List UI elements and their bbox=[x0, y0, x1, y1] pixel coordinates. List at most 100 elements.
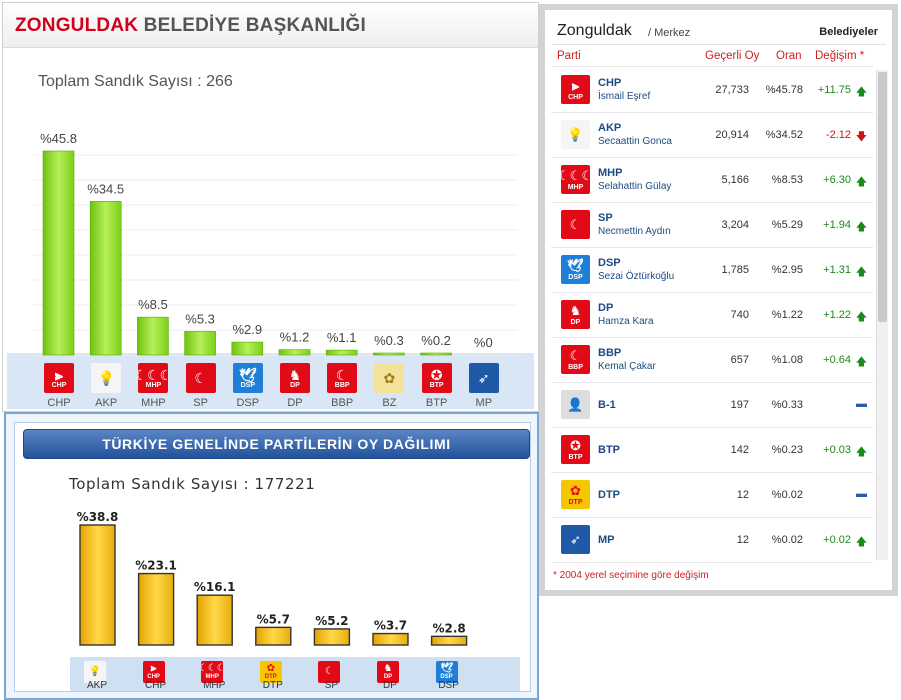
bar-chp bbox=[42, 150, 75, 356]
results-list[interactable]: ⫸ CHP CHP İsmail Eşref 27,733 %45.78 +11.75 🡅 💡 A… bbox=[551, 66, 873, 563]
national-chp-six-arrows-icon: ⫸ CHP bbox=[142, 661, 165, 683]
bar-label-dsp: %2.8 bbox=[432, 621, 465, 635]
local-bar-chart: %45.8 %34.5 %8.5 %5.3 %2.9 %1.2 %1.1 %0.3 %0.2 %0 bbox=[33, 131, 518, 356]
category-label-chp: CHP bbox=[47, 397, 71, 409]
valid-votes: 12 bbox=[736, 489, 749, 501]
results-table-body: Zonguldak / Merkez Belediyeler Parti Geç… bbox=[545, 10, 892, 590]
bar-label-bbp: %1.1 bbox=[327, 330, 357, 345]
result-row-chp[interactable]: ⫸ CHP CHP İsmail Eşref 27,733 %45.78 +11.75 🡅 bbox=[551, 67, 873, 113]
title-rest: BELEDİYE BAŞKANLIĞI bbox=[138, 15, 366, 36]
change-footnote: * 2004 yerel seçimine göre değişim bbox=[553, 570, 709, 581]
akp-lightbulb-icon: 💡 bbox=[561, 120, 590, 149]
result-row-b-1[interactable]: 👤 B-1 197 %0.33 ▬ bbox=[551, 382, 873, 428]
result-row-bbp[interactable]: ☾ BBP BBP Kemal Çakar 657 %1.08 +0.64 🡅 bbox=[551, 337, 873, 383]
category-label-dsp: DSP bbox=[438, 680, 459, 691]
sp-crescent-icon: ☾ bbox=[561, 210, 590, 239]
bar-dtp bbox=[255, 626, 292, 646]
party-name: MHP bbox=[598, 167, 623, 179]
category-label-bz: BZ bbox=[382, 397, 397, 409]
bar-label-sp: %5.2 bbox=[315, 614, 348, 628]
bar-label-dp: %3.7 bbox=[374, 619, 407, 633]
bar-label-mhp: %16.1 bbox=[194, 580, 236, 594]
vote-ratio: %2.95 bbox=[771, 264, 803, 276]
arrow-up-icon: 🡅 bbox=[855, 536, 867, 548]
result-row-dsp[interactable]: 🕊 DSP DSP Sezai Öztürkoğlu 1,785 %2.95 +1.31 🡅 bbox=[551, 247, 873, 293]
results-scrollbar[interactable] bbox=[876, 70, 888, 560]
bar-bbp bbox=[325, 349, 358, 356]
result-row-mp[interactable]: ➶ MP 12 %0.02 +0.02 🡅 bbox=[551, 517, 873, 563]
local-akp-lightbulb-icon: 💡 bbox=[91, 363, 122, 393]
candidate-name: Sezai Öztürkoğlu bbox=[598, 271, 675, 282]
national-sp-crescent-icon: ☾ bbox=[318, 661, 341, 683]
valid-votes: 657 bbox=[730, 354, 749, 366]
dash-icon: ▬ bbox=[856, 398, 867, 410]
result-row-sp[interactable]: ☾ SP Necmettin Aydın 3,204 %5.29 +1.94 🡅 bbox=[551, 202, 873, 248]
result-row-dtp[interactable]: ✿ DTP DTP 12 %0.02 ▬ bbox=[551, 472, 873, 518]
local-dp-horse-icon: ♞ DP bbox=[280, 363, 310, 393]
vote-change: +0.03 bbox=[823, 444, 851, 456]
result-row-mhp[interactable]: ☾☾☾MHP MHP Selahattin Gülay 5,166 %8.53 +6.30… bbox=[551, 157, 873, 203]
bar-chp bbox=[137, 572, 175, 646]
local-btp-stars-icon: ✪ BTP bbox=[421, 363, 452, 393]
vote-change: +0.64 bbox=[823, 354, 851, 366]
vote-ratio: %0.23 bbox=[771, 444, 803, 456]
mp-emblem-icon: ➶ bbox=[561, 525, 590, 554]
result-row-akp[interactable]: 💡 AKP Secaattin Gonca 20,914 %34.52 -2.12 🡇 bbox=[551, 112, 873, 158]
category-label-dtp: DTP bbox=[262, 680, 283, 691]
candidate-name: Necmettin Aydın bbox=[598, 226, 671, 237]
party-name: CHP bbox=[598, 77, 622, 89]
dsp-dove-icon: 🕊 DSP bbox=[561, 255, 590, 284]
arrow-up-icon: 🡅 bbox=[855, 446, 867, 458]
vote-change: +6.30 bbox=[823, 174, 851, 186]
local-sp-crescent-icon: ☾ bbox=[185, 363, 216, 393]
candidate-name: Selahattin Gülay bbox=[598, 181, 672, 192]
arrow-up-icon: 🡅 bbox=[855, 221, 867, 233]
category-label-btp: BTP bbox=[425, 397, 448, 409]
bar-mhp bbox=[196, 594, 233, 646]
results-table-header: Parti Geçerli Oy Oran Değişim * bbox=[551, 44, 886, 67]
candidate-name: İsmail Eşref bbox=[598, 91, 651, 102]
mhp-crescents-icon: ☾☾☾MHP bbox=[561, 165, 590, 194]
category-label-sp: SP bbox=[193, 397, 208, 409]
national-total-ballot-boxes: Toplam Sandık Sayısı : 177221 bbox=[69, 475, 316, 493]
bar-mhp bbox=[137, 316, 169, 356]
candidate-name: Hamza Kara bbox=[598, 316, 654, 327]
national-dp-horse-icon: ♞ DP bbox=[377, 661, 399, 683]
vote-ratio: %0.02 bbox=[771, 489, 803, 501]
national-panel-title: TÜRKİYE GENELİNDE PARTİLERİN OY DAĞILIMI bbox=[102, 436, 451, 452]
national-dsp-dove-icon: 🕊 DSP bbox=[435, 661, 458, 683]
scrollbar-thumb[interactable] bbox=[878, 72, 887, 322]
vote-ratio: %8.53 bbox=[771, 174, 803, 186]
bar-sp bbox=[313, 628, 351, 646]
vote-ratio: %45.78 bbox=[765, 84, 803, 96]
bar-label-dp: %1.2 bbox=[280, 330, 310, 345]
national-akp-lightbulb-icon: 💡 bbox=[84, 661, 106, 683]
result-row-btp[interactable]: ✪ BTP BTP 142 %0.23 +0.03 🡅 bbox=[551, 427, 873, 473]
result-row-dp[interactable]: ♞ DP DP Hamza Kara 740 %1.22 +1.22 🡅 bbox=[551, 292, 873, 338]
election-type-link[interactable]: Belediyeler bbox=[819, 26, 878, 38]
category-label-akp: AKP bbox=[95, 397, 118, 409]
vote-ratio: %5.29 bbox=[771, 219, 803, 231]
city-name: Zonguldak bbox=[557, 22, 632, 39]
arrow-down-icon: 🡇 bbox=[855, 131, 867, 143]
vote-change: +1.31 bbox=[823, 264, 851, 276]
category-label-sp: SP bbox=[324, 680, 339, 691]
category-label-dp: DP bbox=[383, 680, 397, 691]
dash-icon: ▬ bbox=[856, 488, 867, 500]
category-label-chp: CHP bbox=[145, 680, 167, 691]
bar-label-dtp: %5.7 bbox=[257, 612, 290, 626]
bar-label-dsp: %2.9 bbox=[232, 322, 262, 337]
bar-label-sp: %5.3 bbox=[185, 311, 215, 326]
bar-sp bbox=[184, 331, 216, 356]
candidate-name: Kemal Çakar bbox=[598, 361, 656, 372]
valid-votes: 3,204 bbox=[721, 219, 749, 231]
category-label-mhp: MHP bbox=[141, 397, 166, 409]
vote-change: +0.02 bbox=[823, 534, 851, 546]
national-mhp-crescents-icon: ☾☾☾ MHP bbox=[201, 661, 224, 683]
bar-dsp bbox=[430, 635, 468, 646]
bar-akp bbox=[79, 524, 116, 646]
independent-person-icon: 👤 bbox=[561, 390, 590, 419]
arrow-up-icon: 🡅 bbox=[855, 311, 867, 323]
vote-ratio: %34.52 bbox=[765, 129, 803, 141]
arrow-up-icon: 🡅 bbox=[855, 356, 867, 368]
